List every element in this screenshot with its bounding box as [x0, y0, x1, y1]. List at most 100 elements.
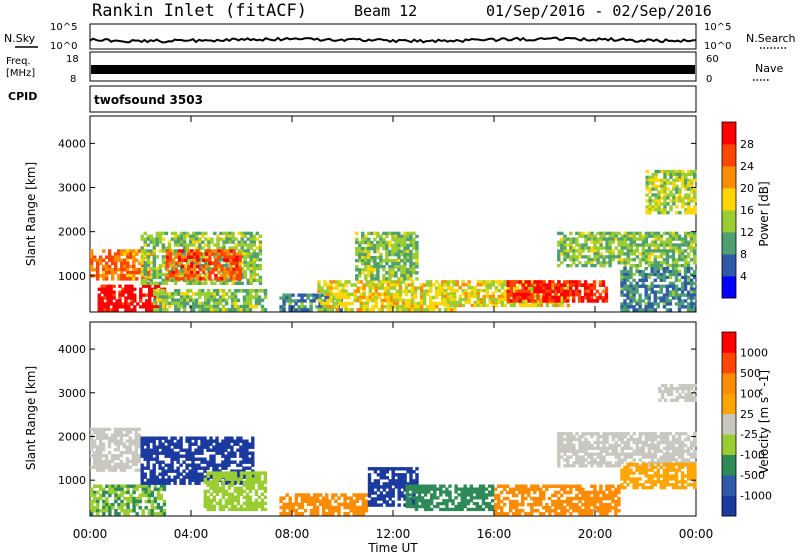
heatmap-cell — [690, 246, 694, 250]
heatmap-cell — [209, 463, 213, 467]
heatmap-cell — [683, 234, 688, 238]
heatmap-cell — [197, 445, 201, 449]
heatmap-cell — [173, 234, 178, 238]
heatmap-cell — [577, 289, 582, 294]
heatmap-cell — [165, 249, 170, 253]
heatmap-cell — [569, 280, 573, 284]
heatmap-cell — [491, 297, 495, 302]
heatmap-cell — [218, 463, 222, 467]
heatmap-cell — [355, 496, 359, 500]
heatmap-cell — [686, 281, 691, 285]
heatmap-cell — [161, 272, 166, 277]
heatmap-cell — [560, 237, 564, 241]
heatmap-cell — [352, 505, 356, 510]
heatmap-cell — [239, 504, 244, 509]
heatmap-cell — [107, 427, 112, 431]
heatmap-cell — [388, 265, 392, 269]
heatmap-cell — [478, 487, 483, 491]
heatmap-cell — [137, 445, 141, 449]
heatmap-cell — [596, 258, 600, 262]
heatmap-cell — [226, 255, 230, 259]
heatmap-cell — [650, 264, 655, 268]
heatmap-cell — [545, 509, 549, 513]
colorbar-tick-label: 4 — [740, 270, 747, 283]
heatmap-cell — [659, 234, 664, 238]
heatmap-cell — [198, 301, 202, 306]
heatmap-cell — [391, 470, 395, 474]
heatmap-cell — [161, 249, 166, 253]
heatmap-cell — [218, 451, 222, 455]
heatmap-cell — [376, 494, 381, 498]
heatmap-cell — [479, 289, 483, 293]
heatmap-cell — [291, 299, 295, 303]
heatmap-cell — [140, 269, 144, 274]
heatmap-cell — [338, 280, 342, 284]
heatmap-cell — [116, 427, 121, 431]
heatmap-cell — [367, 240, 371, 245]
heatmap-cell — [412, 255, 416, 260]
heatmap-cell — [121, 287, 125, 291]
heatmap-cell — [533, 490, 537, 495]
heatmap-cell — [614, 246, 618, 250]
heatmap-cell — [385, 243, 389, 248]
heatmap-cell — [149, 261, 153, 265]
heatmap-cell — [167, 454, 171, 458]
heatmap-cell — [599, 240, 603, 244]
heatmap-cell — [376, 243, 380, 248]
heatmap-cell — [208, 277, 212, 281]
heatmap-cell — [500, 509, 504, 513]
heatmap-cell — [176, 243, 181, 247]
heatmap-cell — [145, 305, 149, 309]
heatmap-cell — [551, 303, 556, 308]
heatmap-cell — [183, 295, 187, 299]
heatmap-cell — [448, 490, 452, 494]
heatmap-cell — [192, 292, 196, 296]
heatmap-cell — [671, 281, 676, 285]
heatmap-cell — [214, 274, 218, 278]
heatmap-cell — [148, 284, 152, 288]
heatmap-cell — [132, 484, 136, 488]
heatmap-cell — [223, 270, 227, 275]
heatmap-cell — [197, 436, 201, 440]
heatmap-cell — [230, 501, 235, 506]
heatmap-cell — [173, 451, 177, 455]
heatmap-cell — [242, 442, 246, 446]
heatmap-cell — [153, 305, 158, 309]
heatmap-cell — [233, 298, 238, 303]
heatmap-cell — [575, 255, 579, 259]
heatmap-cell — [245, 504, 250, 509]
heatmap-cell — [638, 308, 642, 312]
heatmap-cell — [146, 478, 150, 482]
heatmap-cell — [167, 264, 172, 268]
heatmap-cell — [548, 484, 552, 488]
heatmap-cell — [337, 496, 341, 500]
heatmap-cell — [288, 502, 292, 507]
heatmap-cell — [230, 480, 235, 484]
heatmap-cell — [103, 287, 107, 291]
heatmap-cell — [114, 490, 118, 495]
heatmap-cell — [684, 193, 688, 197]
heatmap-cell — [611, 499, 615, 504]
heatmap-cell — [179, 240, 184, 244]
heatmap-cell — [491, 283, 495, 287]
heatmap-cell — [222, 240, 226, 244]
heatmap-cell — [687, 184, 691, 188]
heatmap-cell — [629, 299, 633, 303]
heatmap-cell — [491, 487, 495, 491]
heatmap-cell — [599, 234, 603, 238]
heatmap-cell — [394, 249, 398, 254]
heatmap-cell — [126, 277, 130, 281]
heatmap-cell — [370, 243, 374, 248]
heatmap-cell — [116, 456, 121, 461]
heatmap-cell — [382, 246, 386, 251]
heatmap-cell — [332, 292, 336, 297]
heatmap-cell — [690, 208, 694, 212]
heatmap-cell — [536, 484, 540, 488]
heatmap-cell — [122, 465, 127, 469]
heatmap-cell — [626, 296, 630, 300]
heatmap-cell — [671, 234, 676, 238]
heatmap-cell — [114, 493, 118, 498]
heatmap-cell — [620, 275, 624, 280]
heatmap-cell — [364, 259, 368, 263]
heatmap-cell — [533, 487, 537, 492]
